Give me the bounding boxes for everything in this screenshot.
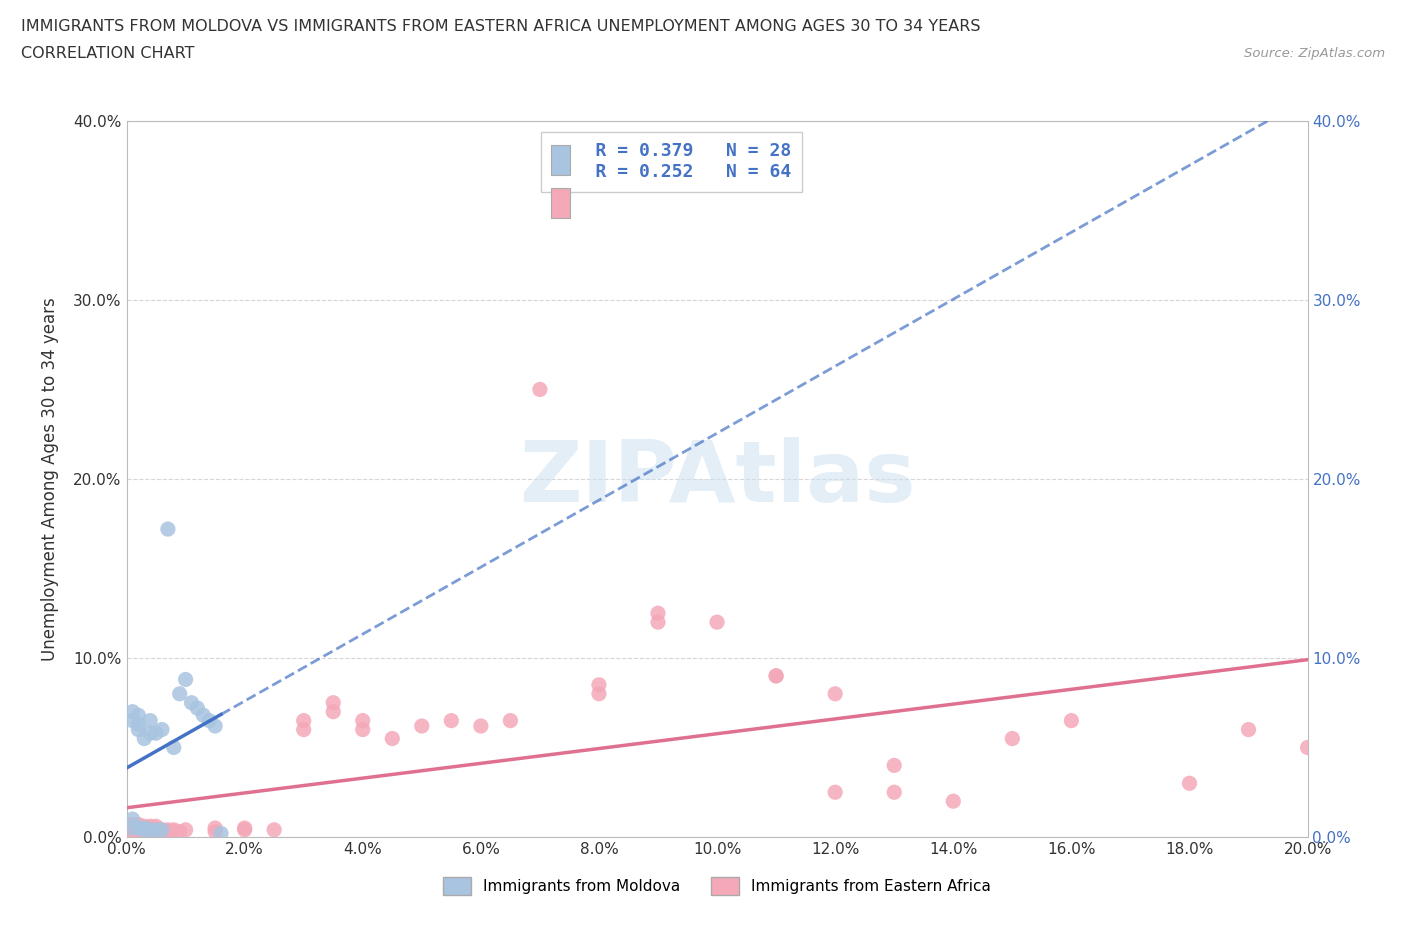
Point [204, 824, 226, 839]
Point [1237, 722, 1260, 737]
Point [150, 824, 173, 839]
Point [139, 713, 162, 728]
Point [292, 713, 315, 728]
Point [127, 817, 149, 832]
Text: IMMIGRANTS FROM MOLDOVA VS IMMIGRANTS FROM EASTERN AFRICA UNEMPLOYMENT AMONG AGE: IMMIGRANTS FROM MOLDOVA VS IMMIGRANTS FR… [21, 19, 980, 33]
Point [647, 605, 669, 620]
Point [169, 686, 191, 701]
Point [163, 824, 186, 839]
Point [150, 822, 173, 837]
Point [150, 722, 173, 737]
Point [765, 669, 787, 684]
Point [411, 719, 433, 734]
Point [381, 731, 404, 746]
Point [156, 824, 179, 839]
Point [1296, 740, 1319, 755]
Point [263, 822, 285, 837]
Point [127, 820, 149, 835]
Point [127, 708, 149, 723]
Point [121, 820, 143, 835]
Point [127, 824, 149, 839]
Point [127, 717, 149, 732]
Point [204, 820, 226, 835]
Point [588, 677, 610, 692]
Point [121, 704, 143, 719]
Point [127, 822, 149, 837]
Text: CORRELATION CHART: CORRELATION CHART [21, 46, 194, 61]
Point [134, 818, 156, 833]
Point [163, 740, 186, 755]
Point [942, 794, 965, 809]
Point [139, 820, 162, 835]
Point [322, 704, 344, 719]
Point [134, 820, 156, 835]
Point [121, 817, 143, 832]
Point [145, 824, 167, 839]
Point [292, 722, 315, 737]
Point [529, 382, 551, 397]
Point [127, 818, 149, 833]
Point [1001, 731, 1024, 746]
Point [121, 824, 143, 839]
Point [134, 822, 156, 837]
Text: R = 0.379   N = 28
    R = 0.252   N = 64: R = 0.379 N = 28 R = 0.252 N = 64 [551, 142, 792, 181]
Y-axis label: Unemployment Among Ages 30 to 34 years: Unemployment Among Ages 30 to 34 years [41, 297, 59, 661]
Point [233, 820, 256, 835]
Point [824, 785, 846, 800]
Point [233, 822, 256, 837]
Point [180, 696, 202, 711]
Point [139, 824, 162, 839]
Text: Source: ZipAtlas.com: Source: ZipAtlas.com [1244, 46, 1385, 60]
Point [121, 820, 143, 835]
Point [1178, 776, 1201, 790]
Point [352, 713, 374, 728]
Point [209, 826, 232, 841]
Point [139, 822, 162, 837]
Point [883, 785, 905, 800]
Point [121, 822, 143, 837]
Point [134, 820, 156, 835]
Point [145, 822, 167, 837]
Point [174, 672, 197, 687]
Point [174, 822, 197, 837]
Point [1060, 713, 1083, 728]
Point [352, 722, 374, 737]
Point [127, 820, 149, 835]
Point [139, 818, 162, 833]
Point [127, 722, 149, 737]
Point [134, 822, 156, 837]
Point [647, 615, 669, 630]
Point [169, 824, 191, 839]
Point [470, 719, 492, 734]
Point [121, 713, 143, 728]
Point [139, 725, 162, 740]
Point [706, 615, 728, 630]
Point [588, 686, 610, 701]
Point [198, 713, 221, 728]
Point [121, 812, 143, 827]
Point [186, 700, 208, 715]
Point [145, 820, 167, 835]
Point [121, 818, 143, 833]
Text: ZIPAtlas: ZIPAtlas [519, 437, 915, 521]
Point [499, 713, 522, 728]
Point [322, 696, 344, 711]
Point [156, 822, 179, 837]
Point [163, 822, 186, 837]
Point [145, 822, 167, 837]
Point [156, 522, 179, 537]
Point [765, 669, 787, 684]
Point [139, 822, 162, 837]
Point [883, 758, 905, 773]
Point [145, 818, 167, 833]
Point [824, 686, 846, 701]
Legend: Immigrants from Moldova, Immigrants from Eastern Africa: Immigrants from Moldova, Immigrants from… [437, 871, 997, 901]
Point [204, 719, 226, 734]
Point [134, 731, 156, 746]
Point [145, 725, 167, 740]
Point [440, 713, 463, 728]
Point [134, 824, 156, 839]
Point [193, 708, 215, 723]
Point [150, 822, 173, 837]
